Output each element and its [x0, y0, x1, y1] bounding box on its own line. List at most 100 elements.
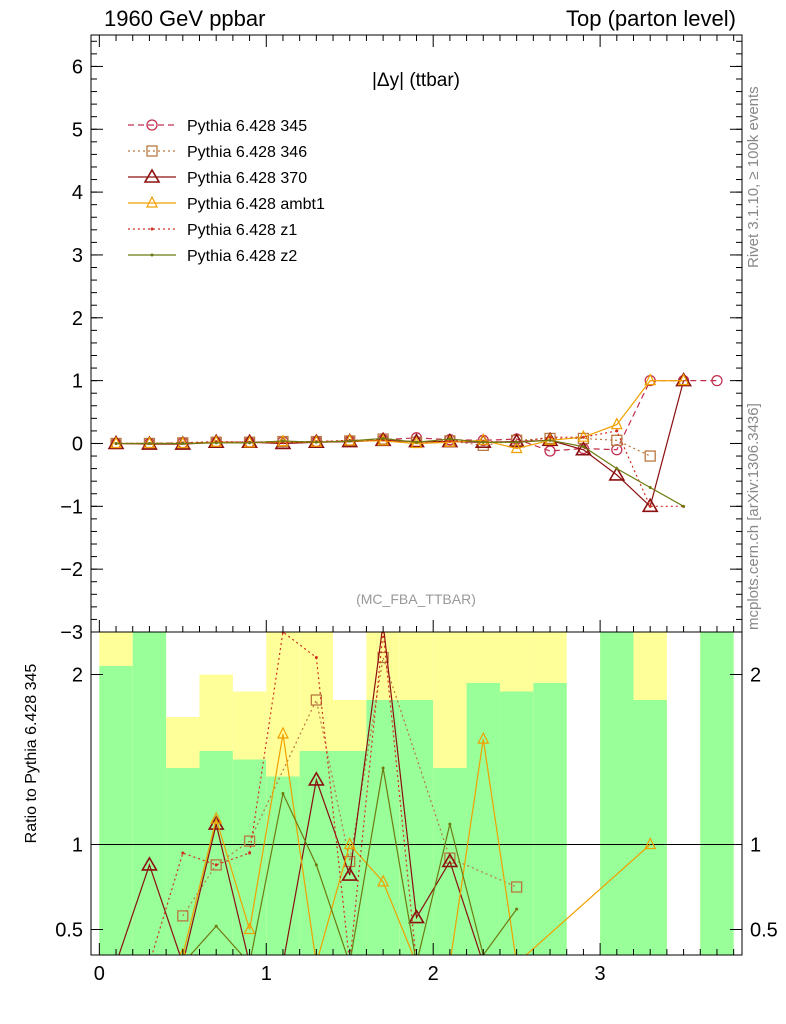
data-point	[481, 440, 485, 444]
data-point	[381, 436, 385, 440]
data-point	[448, 822, 452, 826]
data-point	[641, 497, 659, 513]
data-point	[477, 731, 490, 744]
data-point	[144, 958, 154, 968]
data-point	[310, 434, 323, 447]
data-point	[448, 962, 451, 965]
analysis-annotation: (MC_FBA_TTBAR)	[356, 591, 476, 607]
data-point	[115, 962, 118, 965]
data-point	[146, 195, 158, 208]
green-band-bin	[633, 700, 667, 955]
legend-label: Pythia 6.428 370	[187, 170, 307, 187]
data-point	[415, 962, 418, 965]
legend-label: Pythia 6.428 z1	[187, 222, 297, 239]
data-point	[307, 771, 325, 786]
data-point	[115, 962, 118, 965]
green-band-bin	[333, 751, 367, 955]
ratio-y-tick-label-right: 0.5	[750, 920, 778, 942]
data-point	[146, 119, 158, 131]
data-point	[682, 504, 686, 508]
data-point	[548, 435, 552, 439]
data-point	[282, 954, 284, 955]
data-point	[248, 962, 251, 965]
data-point	[381, 766, 385, 770]
ratio-series-4	[115, 766, 519, 965]
data-point	[581, 445, 585, 449]
data-point	[314, 863, 318, 867]
data-point	[482, 962, 485, 965]
data-point	[276, 726, 289, 739]
legend-label: Pythia 6.428 ambt1	[187, 196, 325, 213]
main-series-5	[114, 436, 686, 508]
data-point	[544, 432, 557, 445]
data-point	[214, 924, 218, 928]
data-point	[146, 145, 158, 157]
data-point	[114, 441, 118, 445]
ratio-y-tick-label-right: 1	[750, 835, 761, 857]
ratio-series-line	[180, 733, 651, 955]
ratio-series-line	[118, 632, 482, 955]
data-point	[210, 811, 223, 824]
y-tick-label: 0	[72, 433, 83, 455]
data-point	[210, 859, 222, 871]
data-point	[483, 954, 484, 955]
data-point	[281, 792, 285, 795]
data-point	[248, 441, 252, 445]
legend-label: Pythia 6.428 345	[187, 118, 307, 135]
data-point	[110, 436, 123, 449]
data-point	[711, 374, 723, 387]
main-series-line	[116, 437, 684, 507]
data-point	[445, 958, 455, 968]
green-band-bin	[600, 632, 634, 955]
data-point	[544, 445, 556, 457]
data-point	[644, 450, 656, 462]
data-point	[243, 922, 256, 935]
data-point	[677, 373, 690, 386]
legend-entry: Pythia 6.428 z2	[128, 248, 297, 265]
green-band-bin	[99, 666, 133, 955]
legend-label: Pythia 6.428 z2	[187, 248, 297, 265]
data-point	[675, 372, 692, 387]
ratio-y-tick-label: 0.5	[55, 920, 83, 942]
green-band-bin	[199, 751, 233, 955]
header-process-label: Top (parton level)	[566, 6, 736, 31]
legend-entry: Pythia 6.428 370	[128, 168, 307, 187]
data-point	[510, 441, 523, 454]
data-point	[408, 433, 425, 448]
data-point	[314, 656, 318, 659]
green-band-bin	[166, 768, 200, 955]
data-point	[644, 837, 657, 850]
legend-entry: Pythia 6.428 345	[128, 118, 307, 135]
legend-entry: Pythia 6.428 z1	[128, 222, 297, 239]
data-point	[415, 440, 418, 444]
data-point	[141, 856, 158, 871]
data-point	[611, 434, 623, 446]
data-point	[348, 962, 351, 965]
data-point	[314, 440, 318, 444]
header-energy-label: 1960 GeV ppbar	[104, 6, 266, 31]
data-point	[581, 435, 585, 439]
data-point	[610, 417, 623, 430]
legend-label: Pythia 6.428 346	[187, 144, 307, 161]
data-point	[148, 962, 151, 965]
data-point	[115, 954, 117, 955]
y-tick-label: −3	[60, 622, 83, 644]
data-point	[181, 851, 185, 855]
data-point	[210, 434, 223, 447]
ratio-y-tick-label: 2	[72, 665, 83, 687]
data-point	[181, 441, 185, 445]
green-band-bin	[700, 632, 734, 955]
legend-entry: Pythia 6.428 346	[128, 144, 307, 161]
ratio-y-axis-label: Ratio to Pythia 6.428 345	[23, 664, 40, 844]
data-point	[441, 852, 459, 868]
data-point	[615, 429, 619, 433]
data-point	[508, 433, 526, 448]
ratio-y-tick-label: 1	[72, 835, 83, 857]
y-tick-label: 2	[72, 308, 83, 330]
green-band-bin	[499, 691, 534, 955]
green-band-bin	[266, 776, 300, 955]
data-point	[541, 431, 559, 447]
y-tick-label: 1	[72, 371, 83, 393]
data-point	[179, 947, 187, 955]
data-point	[648, 504, 652, 508]
